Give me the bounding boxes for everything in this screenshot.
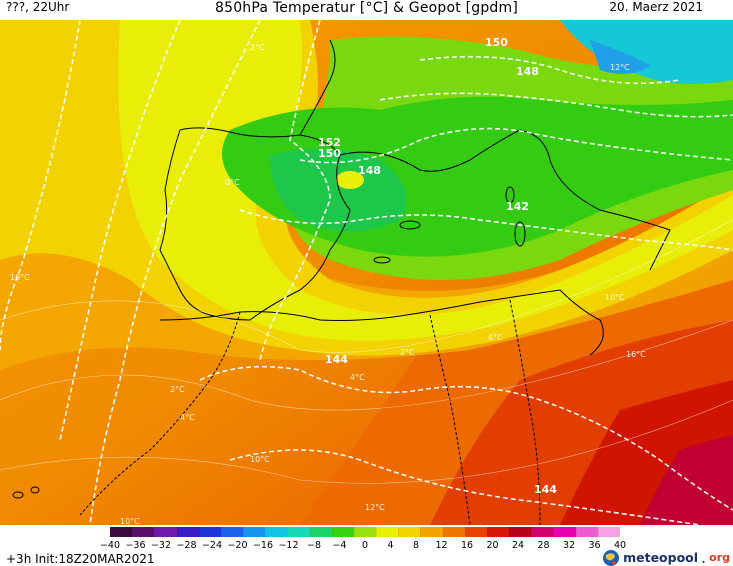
colorbar-tick-label: 16 xyxy=(460,540,474,551)
brand-tld: org xyxy=(709,551,730,564)
colorbar-segment xyxy=(243,527,266,537)
geopot-label: 144 xyxy=(534,483,557,496)
colorbar-tick-label: −32 xyxy=(150,540,172,551)
colorbar-tick-label: 28 xyxy=(537,540,550,551)
temp-label: 4°C xyxy=(350,373,365,382)
colorbar-segment xyxy=(420,527,443,537)
forecast-date: 20. Maerz 2021 xyxy=(609,0,703,14)
colorbar-segment xyxy=(575,527,598,537)
map-title: 850hPa Temperatur [°C] & Geopot [gpdm] xyxy=(214,0,519,16)
geopotential-contours xyxy=(0,20,733,525)
geopot-label: 150 xyxy=(318,147,341,160)
colorbar-segment xyxy=(309,527,332,537)
geopot-label: 148 xyxy=(516,65,539,78)
weather-map: 150 148 152 150 148 142 144 144 2°C 10°C… xyxy=(0,20,733,525)
colorbar-tick-label: 32 xyxy=(562,540,576,551)
colorbar-segment xyxy=(265,527,288,537)
temp-label: 16°C xyxy=(626,350,646,359)
brand-logo[interactable]: meteopool. org xyxy=(602,548,730,566)
temp-label: 12°C xyxy=(365,503,385,512)
colorbar-segment xyxy=(376,527,399,537)
colorbar-tick-label: 0 xyxy=(361,540,369,551)
colorbar-segment xyxy=(553,527,576,537)
colorbar-tick-label: −40 xyxy=(99,540,121,551)
colorbar-tick-label: −20 xyxy=(227,540,248,551)
colorbar-tick-label: −4 xyxy=(332,540,347,551)
colorbar-segment xyxy=(442,527,465,537)
temp-label: 10°C xyxy=(10,273,30,282)
forecast-time: ???, 22Uhr xyxy=(6,0,70,14)
colorbar-segment xyxy=(287,527,310,537)
colorbar-segment xyxy=(154,527,177,537)
colorbar-segment xyxy=(486,527,510,537)
colorbar-segment xyxy=(509,527,532,537)
temp-label: 2°C xyxy=(400,348,415,357)
color-legend: −40 −36 −32 −28 −24 −20 −16 −12 −8 −4 0 4 8 12 16 20 24 2… xyxy=(0,525,733,566)
temp-label: 10°C xyxy=(120,517,140,525)
colorbar-tick-label: 12 xyxy=(435,540,448,551)
geopot-label: 148 xyxy=(358,164,381,177)
colorbar-tick-label: −36 xyxy=(125,540,146,551)
geopot-label: 142 xyxy=(506,200,529,213)
geopot-label: 144 xyxy=(325,353,348,366)
colorbar-segment xyxy=(110,527,133,537)
colorbar-tick-label: −8 xyxy=(306,540,322,551)
colorbar-tick-label: 36 xyxy=(588,540,601,551)
legend-arrow xyxy=(104,527,111,537)
temp-label: 0°C xyxy=(225,178,240,187)
colorbar-segment xyxy=(597,527,620,537)
colorbar-segment xyxy=(531,527,554,537)
colorbar-tick-label: 40 xyxy=(613,540,627,551)
colorbar-segment xyxy=(331,527,354,537)
temperature-field: 150 148 152 150 148 142 144 144 2°C 10°C… xyxy=(0,20,733,525)
colorbar-tick-label: 20 xyxy=(486,540,499,551)
colorbar-segment xyxy=(198,527,221,537)
geopot-label: 152 xyxy=(318,136,341,149)
init-time: +3h Init:18Z20MAR2021 xyxy=(6,552,155,566)
coastlines xyxy=(12,39,671,525)
brand-name: meteopool xyxy=(623,550,699,565)
colorbar-tick-label: −24 xyxy=(201,540,223,551)
temp-label: 12°C xyxy=(610,63,630,72)
header: ???, 22Uhr 850hPa Temperatur [°C] & Geop… xyxy=(0,0,733,20)
colorbar xyxy=(110,527,620,537)
colorbar-segment xyxy=(132,527,155,537)
colorbar-tick-label: 24 xyxy=(511,540,525,551)
temp-label: 4°C xyxy=(180,413,195,422)
temp-label: 10°C xyxy=(605,293,625,302)
colorbar-segment xyxy=(464,527,487,537)
temp-label: 2°C xyxy=(250,43,265,52)
colorbar-segment xyxy=(353,527,377,537)
brand-dot: . xyxy=(701,548,707,566)
colorbar-segment xyxy=(398,527,421,537)
temp-label: 10°C xyxy=(250,455,270,464)
colorbar-tick-label: −28 xyxy=(176,540,197,551)
colorbar-tick-label: 4 xyxy=(387,540,394,551)
globe-icon xyxy=(603,549,620,566)
colorbar-tick-label: −16 xyxy=(252,540,274,551)
colorbar-segment xyxy=(176,527,199,537)
temp-label: 4°C xyxy=(488,333,503,342)
colorbar-ticks: −40 −36 −32 −28 −24 −20 −16 −12 −8 −4 0 4 8 12 16 20 24 2… xyxy=(100,540,630,552)
colorbar-tick-label: −12 xyxy=(278,540,299,551)
temp-label: 2°C xyxy=(170,385,185,394)
colorbar-segment xyxy=(220,527,244,537)
temperature-contours xyxy=(0,219,733,484)
geopot-label: 150 xyxy=(485,36,508,49)
colorbar-tick-label: 8 xyxy=(412,540,420,551)
